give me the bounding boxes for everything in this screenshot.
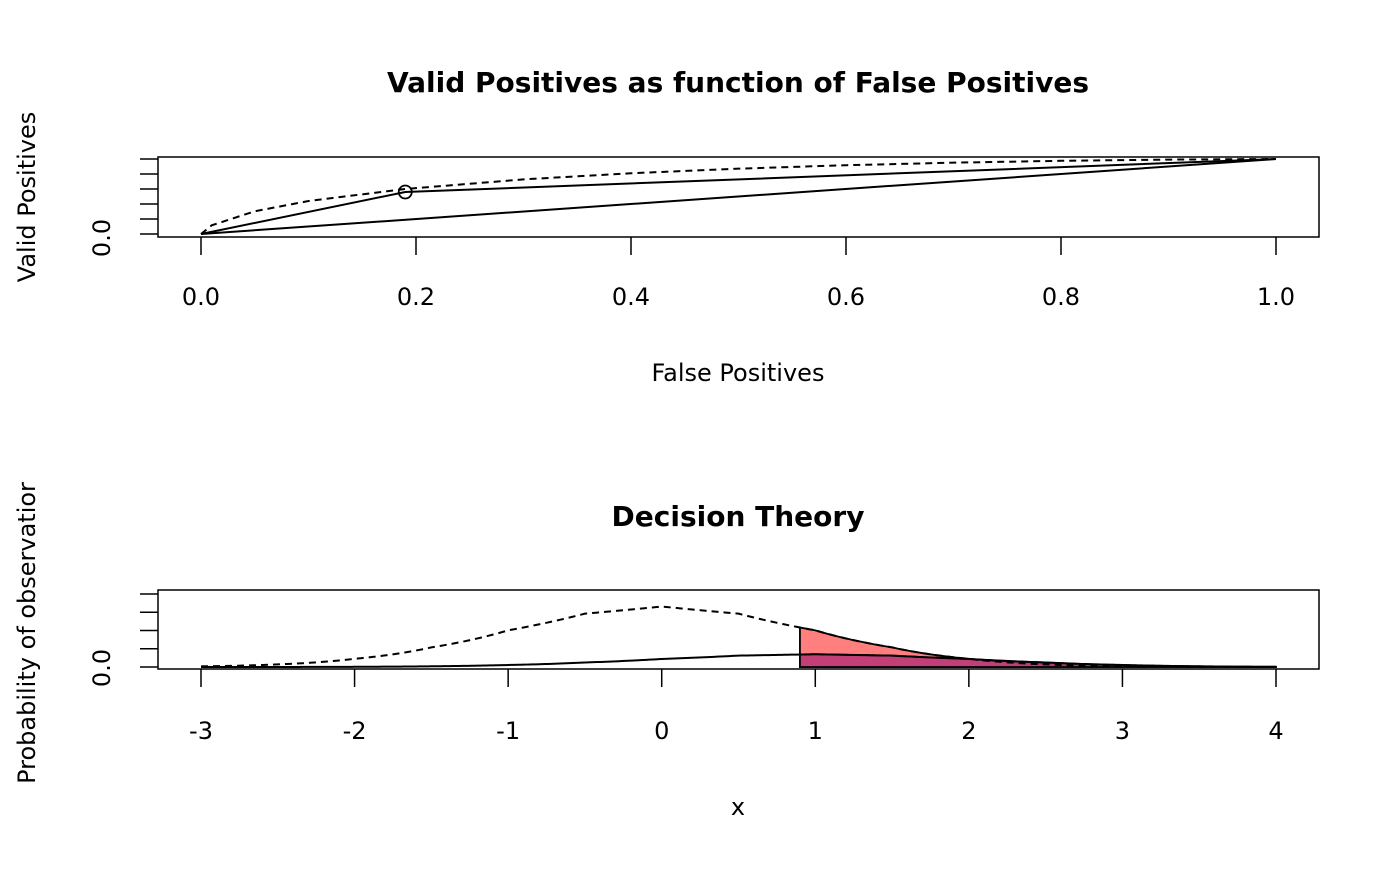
roc-y-label: Valid Positives [13,112,41,282]
roc-y-tick-label: 0.0 [88,219,116,257]
x-tick-label: 0 [654,717,669,745]
x-tick-label: 4 [1268,717,1283,745]
x-tick-label: 0.4 [612,283,650,311]
x-tick-label: 1.0 [1257,283,1295,311]
x-tick-label: 2 [961,717,976,745]
decision-panel: Decision Theory x Probability of observa… [13,482,1320,821]
decision-title: Decision Theory [612,500,865,533]
roc-series-0-line [200,158,1277,235]
decision-plot-box [157,589,1320,670]
x-tick-label: 0.2 [397,283,435,311]
roc-title: Valid Positives as function of False Pos… [387,66,1089,99]
roc-panel: Valid Positives as function of False Pos… [13,66,1320,387]
x-tick-label: -2 [343,717,367,745]
roc-plot-box [157,156,1320,238]
decision-x-label: x [731,793,745,821]
roc-series-2-line [200,158,1277,235]
density-series-0-line [200,605,1277,668]
density-series-1-line [200,653,1277,668]
x-tick-label: 0.6 [827,283,865,311]
x-tick-label: 1 [808,717,823,745]
x-tick-label: -1 [496,717,520,745]
decision-y-label: Probability of observatior [13,482,41,784]
roc-series-1-line [200,158,1277,235]
roc-x-label: False Positives [652,359,825,387]
operating-point-marker [397,184,413,200]
x-tick-label: 0.0 [182,283,220,311]
decision-y-tick-label: 0.0 [88,649,116,687]
x-tick-label: 0.8 [1042,283,1080,311]
x-tick-label: -3 [189,717,213,745]
x-tick-label: 3 [1115,717,1130,745]
